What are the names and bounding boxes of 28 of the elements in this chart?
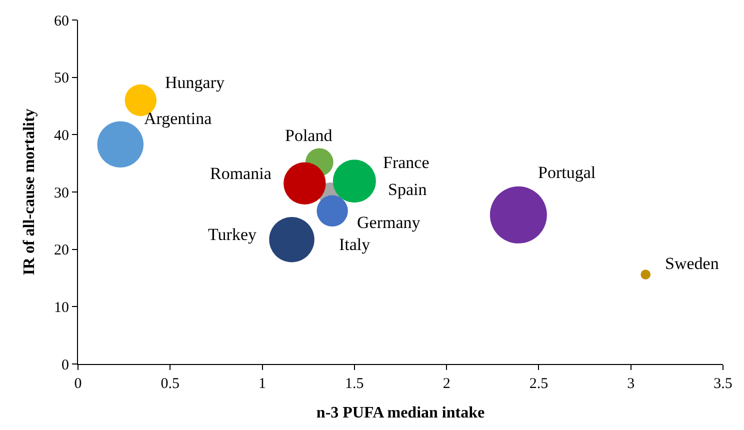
series-label: Romania: [210, 164, 272, 183]
x-tick-label: 0.5: [160, 376, 180, 392]
x-tick-label: 3: [627, 376, 635, 392]
y-tick-label: 20: [54, 242, 69, 259]
series-label: Germany: [357, 213, 421, 232]
series-label: Sweden: [665, 254, 720, 273]
x-tick-label: 1.5: [345, 376, 364, 392]
annotation: Spain: [388, 180, 428, 199]
x-tick-label: 2.5: [529, 376, 548, 392]
x-tick-label: 3.5: [714, 376, 732, 392]
annotation: Italy: [339, 235, 371, 254]
series-label: Turkey: [208, 225, 257, 244]
y-tick-label: 50: [54, 70, 69, 87]
x-tick-label: 1: [258, 376, 266, 392]
y-tick-label: 40: [54, 128, 69, 144]
y-tick-label: 0: [62, 357, 69, 374]
series-label: Portugal: [538, 163, 596, 182]
series-label: Poland: [285, 126, 333, 145]
y-tick-label: 30: [54, 185, 69, 202]
y-tick-label: 10: [54, 300, 69, 316]
series-label: Argentina: [144, 109, 212, 128]
series-label: France: [383, 153, 430, 172]
x-axis-title: n-3 PUFA median intake: [316, 404, 485, 422]
series-label: Hungary: [165, 73, 225, 92]
y-axis-title: IR of all-cause mortality: [20, 108, 38, 276]
x-tick-label: 0: [74, 376, 82, 392]
x-tick-label: 2: [442, 376, 450, 392]
y-tick-label: 60: [54, 13, 69, 30]
